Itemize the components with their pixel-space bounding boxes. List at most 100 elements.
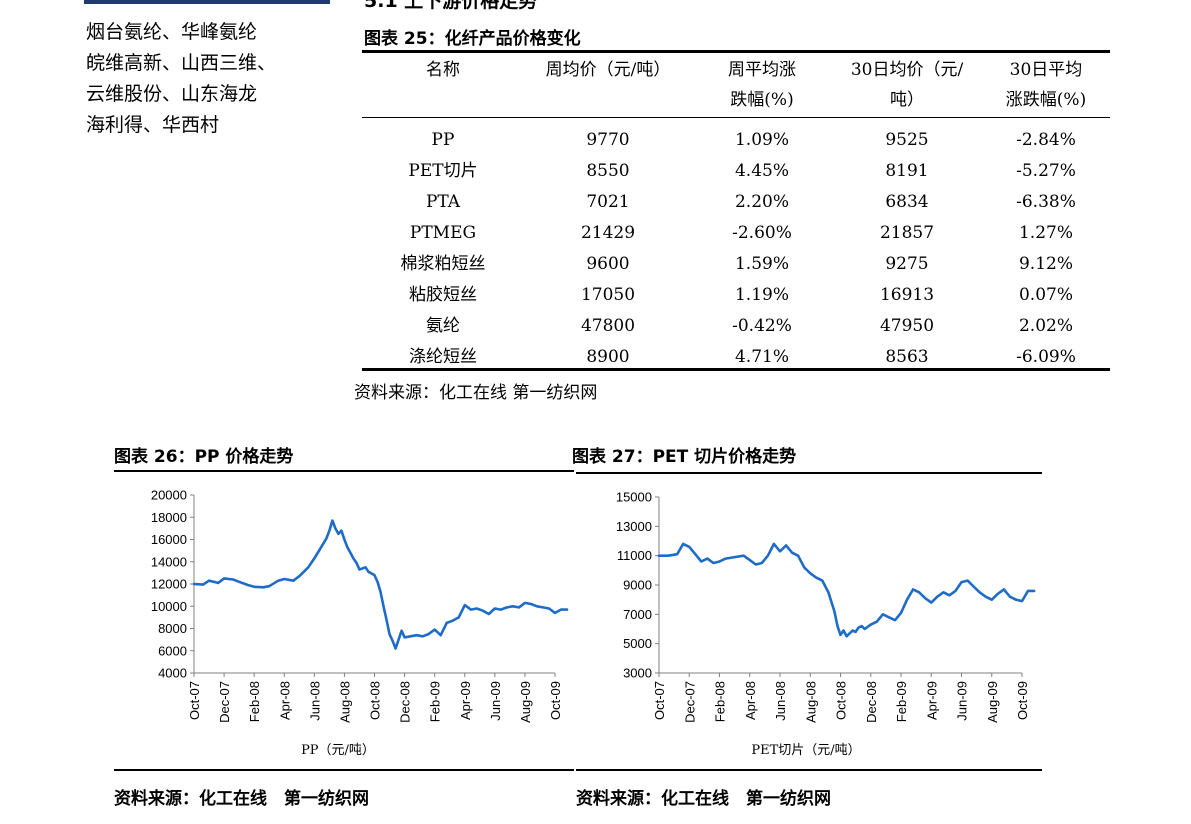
- table-top-rule: [362, 50, 1110, 53]
- x-tick-label: Aug-09: [985, 681, 1000, 723]
- y-tick-label: 11000: [617, 548, 652, 563]
- table-cell: 氨纶: [426, 316, 460, 336]
- price-series-line: [657, 542, 1036, 638]
- x-axis-label: PET切片（元/吨）: [751, 743, 860, 758]
- section-heading: 5.1 上下游价格走势: [364, 0, 538, 12]
- x-axis-label: PP（元/吨）: [301, 743, 375, 758]
- sidebar-company-line: 皖维高新、山西三维、: [86, 52, 277, 74]
- table-row: 涤纶短丝 8900 4.71% 8563 -6.09%: [362, 342, 1110, 373]
- x-tick-label: Jun-09: [955, 681, 970, 721]
- x-tick-label: Oct-07: [187, 681, 202, 720]
- table-cell: 7021: [586, 192, 630, 212]
- y-tick-label: 14000: [151, 554, 187, 569]
- y-tick-label: 3000: [623, 666, 652, 681]
- pp-price-chart: 4000 6000 8000 10000 12000 14000 16000 18000 200…: [151, 488, 569, 758]
- table-cell: 2.02%: [1018, 316, 1073, 336]
- table-cell: 1.09%: [734, 130, 789, 150]
- figure26-top-rule: [114, 470, 574, 472]
- table-cell: 0.07%: [1018, 285, 1073, 305]
- column-header: 名称: [426, 60, 460, 80]
- table-cell: 4.45%: [734, 161, 789, 181]
- table-row: PTMEG 21429 -2.60% 21857 1.27%: [362, 218, 1110, 249]
- table-cell: -0.42%: [732, 316, 792, 336]
- table-cell: PTMEG: [409, 223, 477, 243]
- table-cell: 47800: [580, 316, 636, 336]
- y-tick-label: 12000: [151, 577, 187, 592]
- figure26-bottom-rule: [114, 769, 574, 771]
- y-tick-label: 4000: [158, 666, 187, 681]
- table-cell: 21857: [879, 223, 935, 243]
- x-tick-label: Oct-08: [368, 681, 383, 720]
- x-tick-label: Dec-08: [398, 681, 413, 723]
- y-tick-label: 5000: [623, 636, 652, 651]
- table-cell: 9770: [586, 130, 630, 150]
- table-cell: 1.59%: [734, 254, 789, 274]
- table-cell: 21429: [580, 223, 636, 243]
- table-header-row: 名称 周均价（元/吨） 周平均涨 跌幅(%) 30日均价（元/吨） 30日平均 涨跌…: [362, 55, 1110, 115]
- x-tick-label: Apr-09: [458, 681, 473, 720]
- table-row: PET切片 8550 4.45% 8191 -5.27%: [362, 156, 1110, 187]
- y-tick-label: 15000: [616, 490, 652, 505]
- y-tick-label: 8000: [158, 621, 187, 636]
- table-figure-title: 图表 25：化纤产品价格变化: [364, 29, 581, 49]
- y-tick-label: 13000: [616, 519, 652, 534]
- table-bottom-rule: [362, 368, 1110, 371]
- figure27-title: 图表 27：PET 切片价格走势: [572, 447, 797, 467]
- table-cell: 粘胶短丝: [409, 285, 477, 305]
- column-header: 周平均涨 跌幅(%): [728, 60, 796, 110]
- x-tick-label: Oct-07: [652, 681, 667, 720]
- x-tick-label: Aug-09: [518, 681, 533, 723]
- table-row: 粘胶短丝 17050 1.19% 16913 0.07%: [362, 280, 1110, 311]
- x-tick-label: Oct-09: [548, 681, 563, 720]
- sidebar-company-line: 云维股份、山东海龙: [86, 83, 258, 105]
- table-row: 氨纶 47800 -0.42% 47950 2.02%: [362, 311, 1110, 342]
- column-header: 周均价（元/吨）: [545, 60, 671, 80]
- y-tick-label: 18000: [151, 510, 187, 525]
- y-tick-label: 6000: [158, 643, 187, 658]
- table-cell: 6834: [885, 192, 929, 212]
- x-tick-label: Dec-08: [864, 681, 879, 723]
- column-header: 30日均价（元/吨）: [850, 60, 964, 110]
- x-tick-label: Feb-08: [247, 681, 262, 722]
- table-cell: 9525: [885, 130, 929, 150]
- table-cell: PTA: [425, 192, 461, 212]
- x-tick-label: Dec-07: [217, 681, 232, 723]
- y-tick-label: 10000: [151, 599, 187, 614]
- table-cell: 2.20%: [734, 192, 789, 212]
- table-cell: -6.09%: [1016, 347, 1076, 367]
- x-tick-label: Apr-08: [277, 681, 292, 720]
- y-tick-label: 20000: [151, 488, 187, 503]
- y-tick-label: 7000: [623, 607, 652, 622]
- x-tick-label: Jun-08: [773, 681, 788, 721]
- x-tick-label: Aug-08: [337, 681, 352, 723]
- sidebar-company-line: 海利得、华西村: [86, 114, 220, 136]
- table-cell: 8550: [586, 161, 630, 181]
- x-tick-label: Oct-09: [1015, 681, 1030, 720]
- y-tick-label: 9000: [623, 578, 652, 593]
- table-cell: 1.27%: [1018, 223, 1073, 243]
- table-source-note: 资料来源：化工在线 第一纺织网: [354, 383, 598, 403]
- table-cell: 9600: [586, 254, 630, 274]
- table-cell: 涤纶短丝: [409, 347, 477, 367]
- table-cell: -5.27%: [1016, 161, 1076, 181]
- figure27-source-note: 资料来源：化工在线 第一纺织网: [576, 789, 831, 809]
- table-row: PTA 7021 2.20% 6834 -6.38%: [362, 187, 1110, 218]
- x-tick-label: Apr-09: [924, 681, 939, 720]
- x-tick-label: Feb-09: [894, 681, 909, 722]
- table-cell: -2.60%: [732, 223, 792, 243]
- x-tick-label: Feb-09: [428, 681, 443, 722]
- x-tick-label: Aug-08: [803, 681, 818, 723]
- x-tick-label: Jun-08: [307, 681, 322, 721]
- table-cell: 16913: [879, 285, 935, 305]
- figure26-title: 图表 26：PP 价格走势: [114, 447, 294, 467]
- table-cell: 8900: [586, 347, 630, 367]
- pet-chip-price-chart: 3000 5000 7000 9000 11000 13000 15000 Oct-07 Dec…: [616, 490, 1036, 758]
- figure27-top-rule: [576, 472, 1042, 474]
- table-cell: 棉浆粕短丝: [400, 254, 486, 274]
- table-row: 棉浆粕短丝 9600 1.59% 9275 9.12%: [362, 249, 1110, 280]
- table-cell: 9275: [885, 254, 929, 274]
- x-tick-label: Jun-09: [488, 681, 503, 721]
- table-cell: 4.71%: [734, 347, 789, 367]
- x-tick-label: Oct-08: [834, 681, 849, 720]
- price-series-line: [192, 519, 569, 650]
